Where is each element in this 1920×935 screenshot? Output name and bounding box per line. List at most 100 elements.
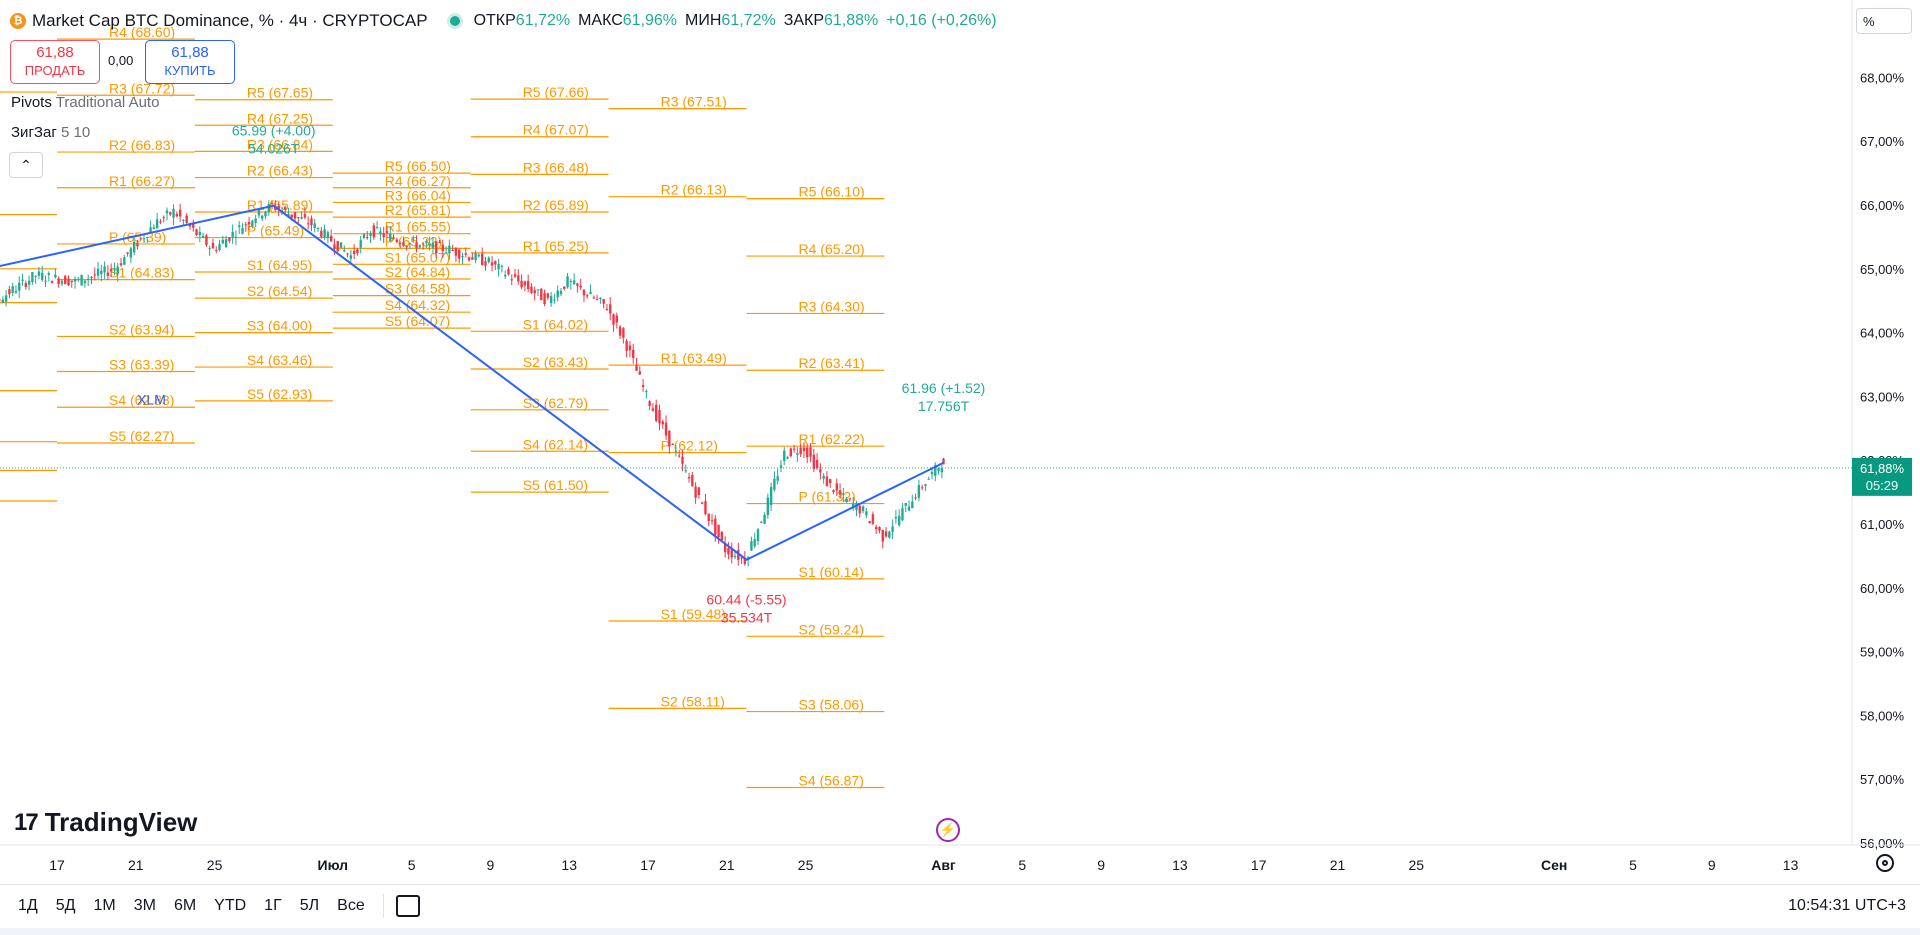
candle-body	[563, 286, 566, 289]
candle-body	[37, 271, 41, 276]
range-5y[interactable]: 5Л	[299, 897, 320, 914]
last-price-tag	[1852, 457, 1912, 496]
pivot-level-label: S1 (60.14)	[799, 564, 864, 580]
candle-body	[812, 454, 816, 469]
candle-body	[192, 223, 195, 228]
y-tick-label: 58,00%	[1860, 708, 1905, 723]
range-3m[interactable]: 3М	[133, 897, 156, 914]
candle-body	[612, 314, 615, 325]
candle-body	[398, 243, 402, 245]
pivot-level-label: R3 (66.48)	[523, 159, 589, 175]
bar-countdown: 05:29	[1866, 478, 1899, 493]
x-tick-label: 25	[207, 857, 223, 873]
candle-body	[44, 280, 47, 282]
candle-body	[490, 262, 494, 266]
candle-body	[431, 242, 435, 248]
x-tick-label: Июл	[318, 857, 349, 873]
pivot-level-label: S4 (62.83)	[109, 392, 174, 408]
candle-body	[766, 497, 770, 515]
candle-body	[412, 238, 415, 240]
candle-body	[942, 458, 945, 465]
lightning-icon[interactable]: ⚡	[936, 818, 960, 842]
candle-body	[648, 401, 651, 406]
range-5d[interactable]: 5Д	[55, 897, 76, 914]
range-ytd[interactable]: YTD	[214, 897, 247, 914]
x-tick-label: 13	[561, 857, 577, 873]
candle-body	[11, 286, 14, 293]
symbol-title[interactable]: Market Cap BTC Dominance, % · 4ч · CRYPT…	[32, 11, 428, 30]
candle-body	[825, 476, 829, 487]
candle-body	[471, 257, 474, 260]
pivot-level-label: S3 (64.58)	[385, 281, 450, 297]
sell-button[interactable]: 61,88 ПРОДАТЬ	[10, 40, 100, 84]
candle-body	[231, 231, 234, 238]
candle-body	[83, 280, 87, 284]
candle-body	[707, 513, 710, 522]
pivot-level-label: S4 (56.87)	[799, 772, 864, 788]
horizontal-scrollbar[interactable]	[0, 928, 1920, 935]
y-tick-label: 59,00%	[1860, 645, 1905, 660]
pivot-level-label: S1 (64.02)	[523, 316, 588, 332]
y-tick-label: 66,00%	[1860, 198, 1905, 213]
range-1d[interactable]: 1Д	[18, 897, 38, 914]
x-tick-label: 5	[1629, 857, 1637, 873]
candle-body	[700, 502, 704, 504]
low-label: МИН	[685, 12, 722, 29]
calendar-goto-icon[interactable]	[395, 895, 420, 917]
x-tick-label: 5	[408, 857, 416, 873]
zigzag-legend[interactable]: ЗигЗаг 5 10	[11, 124, 90, 141]
settings-gear-icon[interactable]	[1876, 854, 1894, 872]
collapse-legend-button[interactable]: ⌃	[9, 152, 43, 178]
candle-body	[622, 328, 625, 338]
percent-scale-button[interactable]: %	[1856, 8, 1912, 34]
pivot-level-label: R4 (67.25)	[247, 110, 313, 126]
range-1m[interactable]: 1М	[93, 897, 116, 914]
high-value: 61,96%	[622, 12, 678, 29]
candle-body	[267, 204, 270, 212]
candle-body	[717, 524, 720, 538]
candle-body	[185, 215, 188, 223]
toolbar-divider	[382, 894, 384, 918]
candle-body	[106, 272, 110, 276]
pivot-level-label: R2 (63.41)	[799, 355, 865, 371]
buy-price: 61,88	[171, 44, 209, 61]
candle-body	[861, 506, 865, 512]
zigzag-pivot-label: 61.96 (+1.52)	[902, 380, 986, 396]
candle-body	[70, 280, 73, 283]
candle-body	[789, 448, 793, 456]
pivots-legend[interactable]: Pivots Traditional Auto	[11, 94, 159, 111]
range-6m[interactable]: 6М	[173, 897, 197, 914]
candle-body	[543, 293, 546, 305]
candle-body	[760, 521, 763, 523]
candle-body	[277, 205, 280, 210]
candle-body	[668, 430, 671, 447]
range-1y[interactable]: 1Г	[264, 897, 282, 914]
change-value: +0,16 (+0,26%)	[886, 12, 997, 29]
candle-body	[743, 558, 747, 564]
candle-body	[937, 468, 940, 472]
candle-body	[474, 253, 477, 261]
candle-body	[1, 299, 5, 303]
tradingview-logo[interactable]: 17 TradingView	[14, 807, 197, 838]
clock[interactable]: 10:54:31 UTC+3	[1788, 897, 1906, 914]
percent-scale-label: %	[1863, 13, 1875, 29]
candle-body	[517, 275, 520, 282]
candle-body	[201, 235, 205, 238]
range-all[interactable]: Все	[337, 897, 365, 914]
candle-body	[618, 326, 622, 336]
candle-body	[799, 447, 802, 455]
candle-body	[346, 253, 349, 255]
candle-body	[251, 220, 254, 227]
candle-body	[911, 501, 914, 509]
candle-body	[310, 218, 313, 226]
candle-body	[536, 289, 540, 291]
candle-body	[907, 506, 911, 511]
buy-button[interactable]: 61,88 КУПИТЬ	[145, 40, 235, 84]
candle-body	[402, 241, 405, 246]
candle-body	[80, 275, 83, 286]
candle-body	[244, 224, 247, 226]
x-tick-label: 5	[1018, 857, 1026, 873]
candle-body	[605, 309, 609, 311]
candle-body	[290, 214, 293, 218]
